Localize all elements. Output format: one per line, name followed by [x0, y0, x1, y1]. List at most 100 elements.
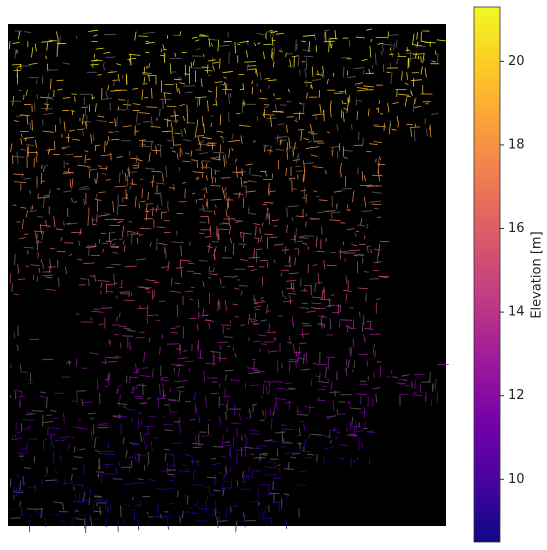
street [71, 400, 77, 402]
street [304, 68, 307, 78]
street [295, 155, 299, 164]
street [349, 327, 356, 329]
street [100, 307, 113, 309]
street [316, 399, 326, 402]
street [222, 488, 225, 497]
street [18, 89, 22, 92]
street [234, 353, 237, 358]
street [229, 444, 231, 456]
street [222, 480, 231, 483]
street [93, 274, 97, 282]
street [74, 96, 76, 103]
street [217, 298, 220, 306]
street [250, 269, 257, 271]
street [23, 246, 34, 249]
street [251, 80, 254, 85]
street [329, 318, 332, 330]
street [122, 405, 127, 409]
street [149, 242, 152, 247]
street [77, 258, 83, 261]
street [173, 109, 176, 114]
street [330, 100, 332, 109]
street [172, 34, 182, 37]
street [175, 83, 178, 93]
street [167, 260, 170, 271]
street [145, 41, 155, 44]
street [17, 326, 19, 337]
street [98, 459, 101, 470]
street [204, 194, 206, 199]
street [72, 500, 84, 503]
street [138, 460, 141, 464]
street [70, 473, 73, 481]
street [95, 437, 99, 439]
street [327, 38, 333, 41]
street [116, 316, 118, 322]
street [212, 445, 224, 448]
street [219, 344, 222, 351]
street [240, 231, 242, 238]
street [307, 264, 309, 274]
street [148, 152, 151, 162]
street [153, 290, 156, 298]
street [34, 484, 37, 493]
street [139, 227, 152, 230]
street [163, 119, 172, 122]
street [359, 311, 361, 318]
street [145, 40, 150, 43]
street [94, 144, 101, 147]
street [303, 285, 311, 287]
street [143, 31, 156, 35]
street [63, 413, 65, 424]
street [229, 225, 232, 235]
street [411, 72, 419, 74]
street [138, 453, 140, 462]
street [141, 188, 143, 198]
street [19, 401, 21, 407]
street [214, 473, 216, 486]
street [133, 509, 136, 521]
street [197, 136, 201, 145]
street [190, 418, 196, 421]
street [375, 393, 378, 403]
street [436, 393, 438, 403]
street [342, 111, 345, 123]
street [313, 190, 318, 193]
street [231, 147, 234, 152]
street [107, 377, 110, 386]
street [37, 196, 50, 199]
street [294, 257, 297, 266]
street [208, 38, 211, 48]
street [271, 219, 279, 221]
street [53, 501, 63, 504]
street [251, 470, 254, 477]
street [33, 102, 36, 112]
street [242, 512, 245, 519]
street [82, 401, 94, 403]
street [40, 172, 43, 185]
street [12, 41, 20, 44]
street [318, 324, 326, 326]
tick-label: 10 [508, 472, 525, 487]
street [46, 148, 54, 151]
street [36, 276, 38, 282]
street [71, 197, 73, 202]
street [20, 206, 27, 209]
street [260, 236, 263, 242]
street [361, 322, 364, 332]
street [198, 415, 201, 424]
street [302, 34, 316, 37]
street [115, 63, 122, 66]
street [156, 144, 163, 146]
street [25, 413, 34, 416]
street [180, 267, 183, 278]
street [176, 304, 179, 317]
street [346, 75, 357, 79]
street [223, 474, 227, 477]
street [158, 243, 168, 246]
street [38, 267, 41, 273]
street [285, 388, 297, 391]
street [218, 396, 220, 408]
street [122, 437, 125, 444]
street [130, 292, 133, 297]
